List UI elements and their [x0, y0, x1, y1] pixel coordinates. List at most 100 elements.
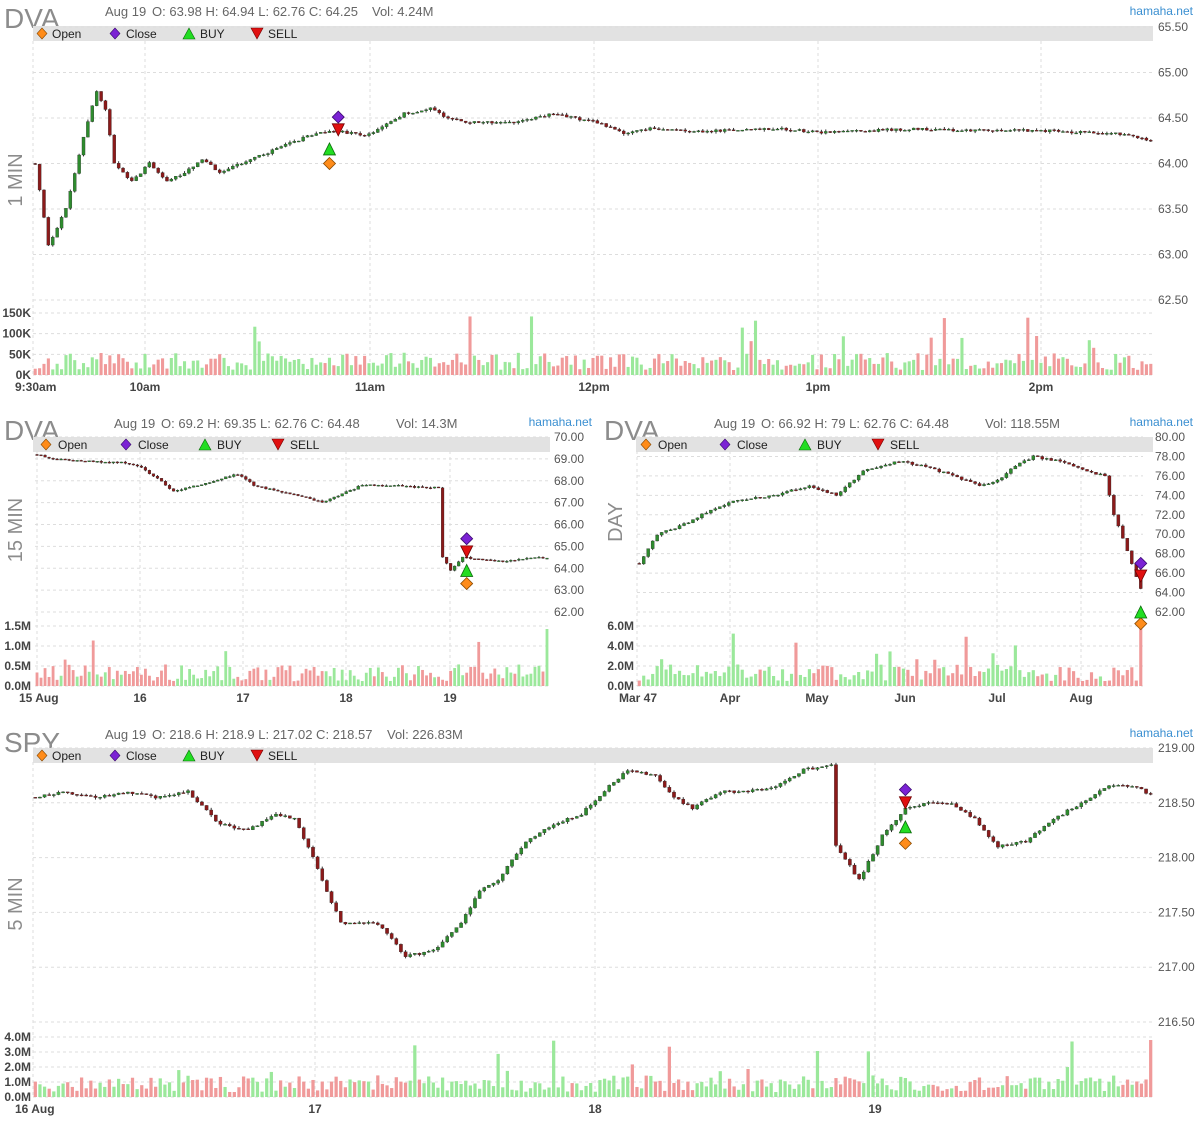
candle — [784, 127, 788, 131]
candle — [1013, 466, 1018, 470]
candle — [301, 827, 306, 839]
brand-link[interactable]: hamaha.net — [1130, 4, 1194, 18]
candle — [1140, 137, 1144, 140]
volume-bar — [857, 671, 861, 686]
volume-bar — [870, 671, 874, 686]
candle — [797, 129, 802, 131]
candle — [1027, 459, 1031, 461]
volume-bar — [158, 1078, 162, 1097]
candle — [579, 814, 584, 817]
volume-bar — [376, 365, 380, 375]
candle — [1026, 129, 1030, 132]
volume-bar — [942, 318, 946, 375]
candle — [903, 130, 907, 132]
brand-link[interactable]: hamaha.net — [529, 415, 593, 429]
volume-bar — [195, 1079, 199, 1097]
candle — [852, 864, 857, 875]
candle — [496, 880, 500, 884]
volume-bar — [191, 1080, 195, 1097]
price-tick-label: 64.00 — [1158, 157, 1188, 171]
candle — [996, 841, 1000, 848]
volume-bar — [196, 678, 200, 686]
candle — [71, 460, 75, 462]
close-marker-icon — [109, 27, 121, 40]
candle — [863, 131, 868, 133]
candle — [1076, 466, 1080, 468]
volume-bar — [425, 675, 428, 686]
volume-bar — [894, 1090, 898, 1097]
volume-bar — [1000, 670, 1004, 686]
volume-bar — [260, 1091, 264, 1097]
volume-bar — [1072, 671, 1076, 686]
candle — [683, 129, 687, 132]
volume-bar — [973, 1080, 977, 1097]
time-tick-label: 19 — [443, 691, 457, 705]
candle — [514, 853, 519, 860]
volume-tick-label: 2.0M — [607, 659, 634, 673]
candle — [33, 797, 38, 799]
candle — [216, 479, 220, 482]
price-tick-label: 74.00 — [1155, 488, 1185, 502]
volume-bar — [866, 670, 870, 686]
volume-bar — [394, 1077, 398, 1097]
trade-marker-close — [1134, 556, 1148, 570]
candle — [977, 483, 982, 486]
candle — [1005, 844, 1009, 846]
candle — [947, 129, 951, 131]
volume-bar — [1130, 667, 1134, 686]
candle — [51, 237, 55, 246]
candle — [806, 131, 810, 134]
candle — [67, 459, 71, 461]
volume-bar — [746, 1068, 750, 1097]
volume-bar — [152, 680, 155, 686]
candle — [917, 805, 922, 808]
candle — [973, 129, 977, 132]
price-tick-label: 63.50 — [1158, 202, 1188, 216]
candle — [160, 172, 165, 178]
candle — [362, 922, 366, 924]
volume-bar — [600, 355, 604, 375]
period-label: 1 MIN — [5, 153, 27, 206]
volume-bars — [637, 629, 1143, 686]
candle — [1031, 455, 1036, 460]
volume-bar — [866, 1051, 870, 1097]
volume-bar — [868, 358, 872, 375]
candle — [380, 484, 384, 487]
candle — [75, 794, 79, 796]
candle — [371, 922, 375, 924]
candle — [928, 466, 933, 468]
brand-link[interactable]: hamaha.net — [1130, 415, 1194, 429]
volume-bar — [38, 1084, 42, 1097]
volume-bar — [279, 355, 283, 375]
volume-bar — [420, 359, 424, 375]
candle — [320, 868, 325, 881]
volume-bar — [79, 675, 83, 686]
volume-bar — [357, 1080, 361, 1097]
candle — [872, 130, 876, 132]
candle — [910, 461, 915, 465]
volume-bar — [740, 669, 744, 686]
volume-bar — [892, 666, 897, 686]
candle — [232, 825, 237, 829]
volume-bar — [477, 1088, 482, 1097]
candle — [288, 142, 292, 145]
candle — [357, 922, 362, 924]
brand-link[interactable]: hamaha.net — [1130, 726, 1194, 740]
candle — [1058, 459, 1062, 462]
volume-bar — [1088, 1077, 1093, 1097]
volume-bar — [354, 356, 358, 375]
candle — [264, 819, 269, 822]
candle — [653, 774, 658, 776]
volume-bar — [123, 670, 127, 686]
price-tick-label: 68.00 — [1155, 547, 1185, 561]
volume-bar — [83, 665, 87, 686]
volume-bar — [751, 1091, 755, 1097]
price-tick-label: 76.00 — [1155, 469, 1185, 483]
volume-bar — [264, 669, 268, 686]
candle — [356, 486, 360, 490]
volume-bar — [184, 679, 187, 686]
candle — [986, 483, 991, 485]
volume-bar — [180, 665, 183, 686]
volume-bar — [807, 669, 811, 686]
candle — [1118, 132, 1122, 136]
